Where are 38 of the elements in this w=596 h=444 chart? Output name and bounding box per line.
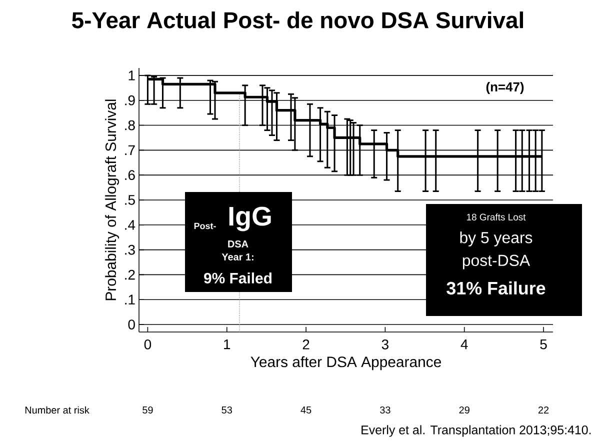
annotation: (n=47) xyxy=(486,82,524,94)
text: 29 xyxy=(459,406,470,414)
text: 22 xyxy=(538,406,549,414)
x-tick-label: 2 xyxy=(302,339,310,350)
y-tick-label: .8 xyxy=(125,120,135,130)
annotation: Post- xyxy=(194,222,216,230)
text: 59 xyxy=(142,406,153,414)
y-tick-label: .7 xyxy=(125,145,135,155)
y-tick-label: .2 xyxy=(125,270,135,280)
text: 45 xyxy=(300,406,312,414)
x-tick-label: 3 xyxy=(382,339,388,350)
text: 53 xyxy=(222,406,232,414)
y-tick-label: 1 xyxy=(128,70,135,80)
x-tick-label: 5 xyxy=(540,340,547,350)
chart-title: 5-Year Actual Post- de novo DSA Survival xyxy=(72,12,524,28)
text: Everly et al. Transplantation 2013;95:410. xyxy=(362,425,591,437)
annotation: 31% Failure xyxy=(446,281,546,295)
x-tick-label: 1 xyxy=(224,340,230,350)
annotation: 9% Failed xyxy=(204,272,272,284)
annotation: Year 1: xyxy=(222,254,254,260)
text: 33 xyxy=(380,406,390,414)
y-tick-label: .9 xyxy=(125,95,135,106)
y-tick-label: .1 xyxy=(125,294,135,304)
x-tick-label: 0 xyxy=(144,339,152,350)
y-tick-label: .3 xyxy=(125,244,135,255)
annotation: IgG xyxy=(229,206,271,232)
annotation: post-DSA xyxy=(462,254,530,270)
annotation: 18 Grafts Lost xyxy=(467,214,526,220)
y-tick-label: .5 xyxy=(125,195,135,205)
x-axis-title: Years after DSA Appearance xyxy=(250,356,441,370)
x-tick-label: 4 xyxy=(460,340,468,350)
y-axis-title: Probability of Allograft Survival xyxy=(105,100,120,300)
annotation: by 5 years xyxy=(460,232,532,246)
y-tick-label: .4 xyxy=(125,220,136,230)
annotation: DSA xyxy=(228,240,248,248)
y-tick-label: .6 xyxy=(125,170,135,180)
y-tick-label: 0 xyxy=(128,320,135,330)
text: Number at risk xyxy=(25,406,90,414)
